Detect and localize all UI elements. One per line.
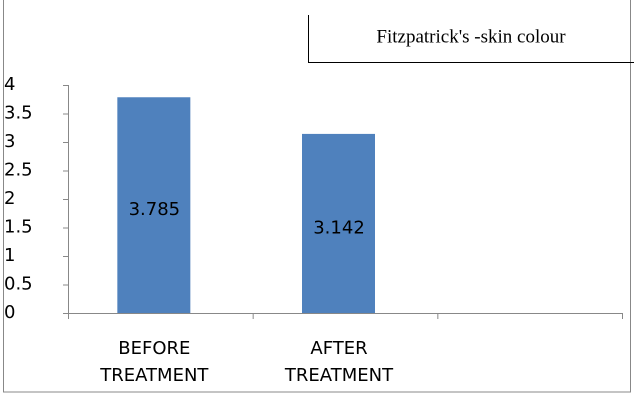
y-tick-label: 1.5 <box>4 217 33 238</box>
y-tick-label: 3 <box>4 131 15 152</box>
y-tick-label: 3.5 <box>4 103 33 124</box>
y-tick-label: 2 <box>4 188 15 209</box>
chart-title: Fitzpatrick's -skin colour <box>376 26 566 47</box>
data-label: 3.142 <box>313 217 365 238</box>
y-tick-label: 0 <box>4 302 15 323</box>
bar <box>117 97 191 313</box>
y-tick-label: 4 <box>4 74 15 95</box>
chart-border <box>3 0 631 393</box>
y-tick-label: 1 <box>4 245 15 266</box>
bar <box>302 133 375 313</box>
x-tick-label: AFTER TREATMENT <box>284 338 394 386</box>
data-label: 3.785 <box>129 199 181 220</box>
y-tick-label: 0.5 <box>4 274 33 295</box>
y-tick-label: 2.5 <box>4 160 33 181</box>
x-tick-label: BEFORE TREATMENT <box>100 338 209 386</box>
